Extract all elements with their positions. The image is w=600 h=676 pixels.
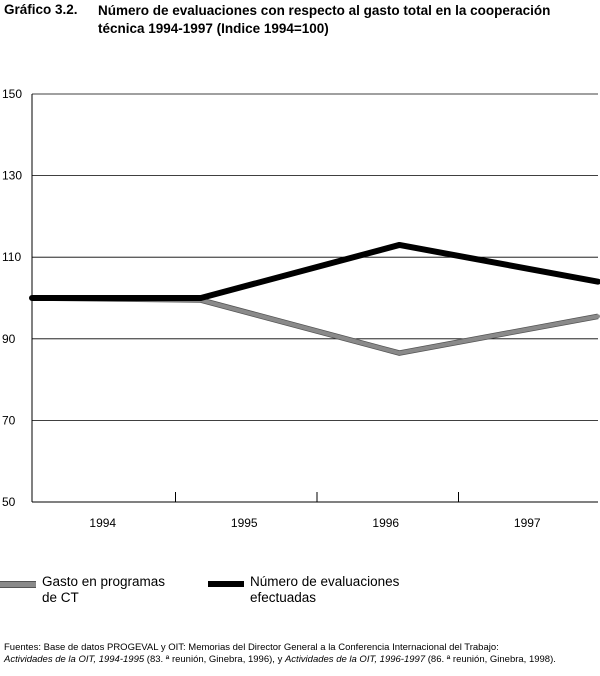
figure-number: Gráfico 3.2. [4,2,78,17]
source-ref2-detail: (86. ª reunión, Ginebra, 1998). [425,653,556,665]
x-tick-label-1996: 1996 [372,516,399,530]
chart-title: Número de evaluaciones con respecto al g… [98,3,551,36]
source-note: Fuentes: Base de datos PROGEVAL y OIT: M… [4,642,596,665]
x-tick-label-1997: 1997 [514,516,541,530]
legend-swatch-gasto [0,581,36,588]
y-tick-label-110: 110 [2,250,21,264]
y-tick-label-150: 150 [2,87,22,101]
legend-label-evaluaciones: Número de evaluaciones efectuadas [250,574,400,605]
y-tick-label-90: 90 [2,332,16,346]
legend-swatch-evaluaciones [208,581,244,587]
x-tick-label-1995: 1995 [231,516,258,530]
y-tick-label-50: 50 [2,495,16,509]
legend-label-gasto: Gasto en programas de CT [42,574,166,605]
source-ref1-title: Actividades de la OIT, 1994-1995 [4,653,145,665]
y-tick-label-130: 130 [2,169,22,183]
source-line1: Fuentes: Base de datos PROGEVAL y OIT: M… [4,642,499,653]
source-ref1-detail: (83. ª reunión, Ginebra, 1996), y [144,653,285,665]
y-tick-label-70: 70 [2,413,16,427]
source-ref2-title: Actividades de la OIT, 1996-1997 [284,653,426,665]
series-line-1 [29,241,600,301]
series-line-0 [30,296,600,356]
x-tick-label-1994: 1994 [89,516,116,530]
line-chart: 50 70 90 110 130 150 1994 1995 1996 1997 [2,87,600,530]
series-outline-0 [31,295,599,356]
